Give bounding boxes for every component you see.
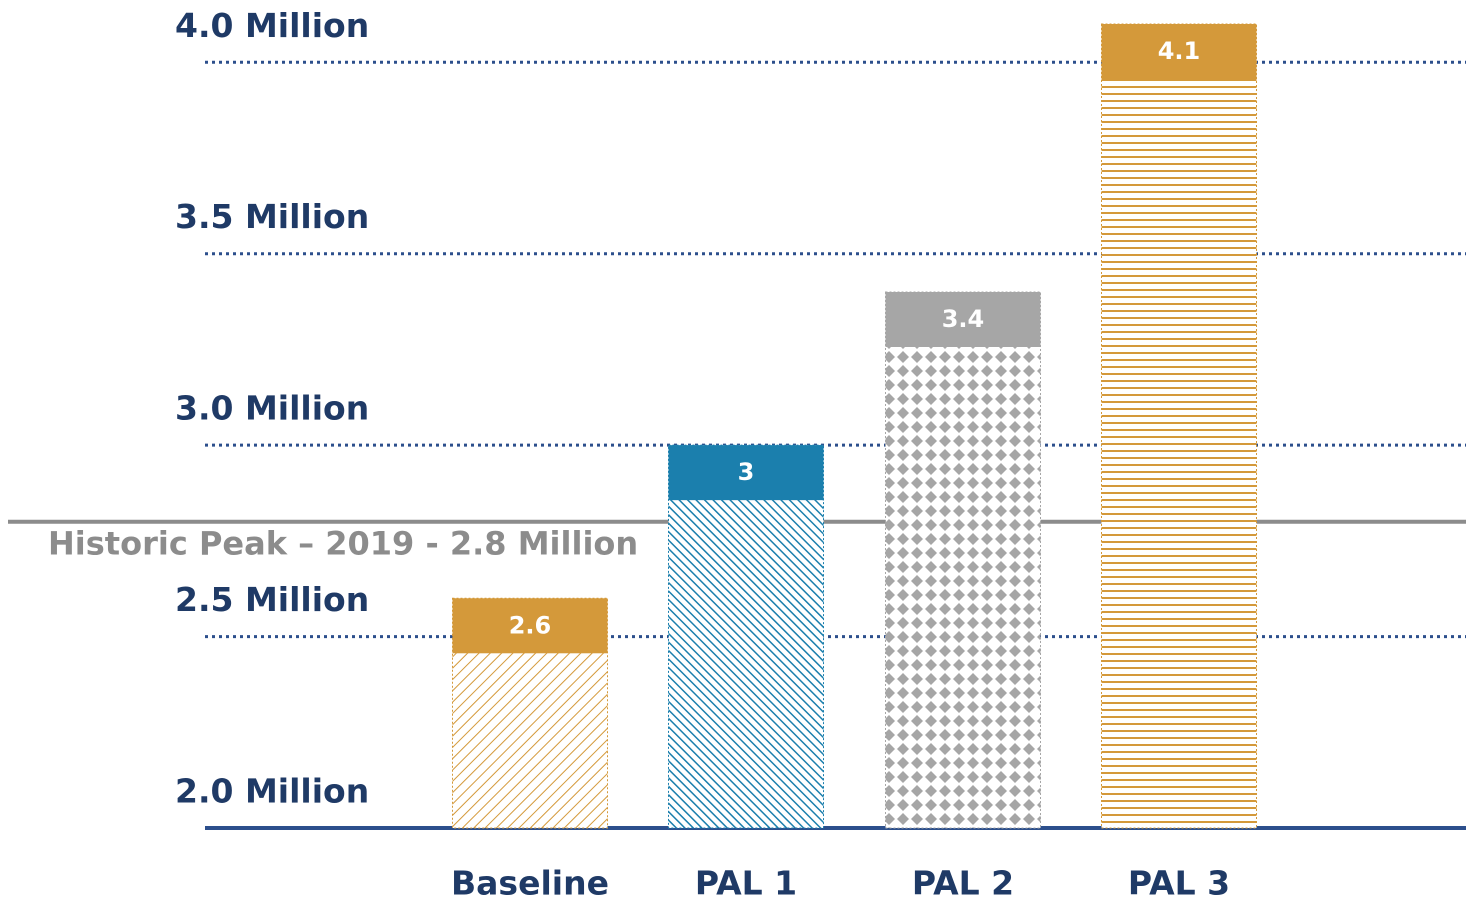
data-label: 2.6 bbox=[509, 611, 552, 639]
bar-cap bbox=[1101, 24, 1257, 79]
bar bbox=[668, 444, 824, 829]
y-tick-label: 3.0 Million bbox=[175, 389, 369, 428]
reference-label: Historic Peak – 2019 - 2.8 Million bbox=[48, 525, 638, 563]
x-tick-label: PAL 2 bbox=[912, 864, 1014, 903]
data-label: 3 bbox=[738, 458, 755, 486]
x-tick-label: PAL 1 bbox=[695, 864, 797, 903]
x-tick-label: Baseline bbox=[451, 864, 609, 903]
bar bbox=[1101, 23, 1257, 829]
data-label: 4.1 bbox=[1158, 37, 1201, 65]
bar-cap bbox=[885, 292, 1041, 347]
data-label: 3.4 bbox=[942, 305, 985, 333]
bar-cap bbox=[668, 445, 824, 501]
bar-cap bbox=[452, 598, 608, 654]
y-tick-label: 2.0 Million bbox=[175, 772, 369, 811]
y-tick-label: 4.0 Million bbox=[175, 6, 369, 45]
y-tick-label: 3.5 Million bbox=[175, 197, 369, 236]
x-tick-label: PAL 3 bbox=[1128, 864, 1230, 903]
bar bbox=[885, 291, 1041, 829]
y-tick-label: 2.5 Million bbox=[175, 580, 369, 619]
